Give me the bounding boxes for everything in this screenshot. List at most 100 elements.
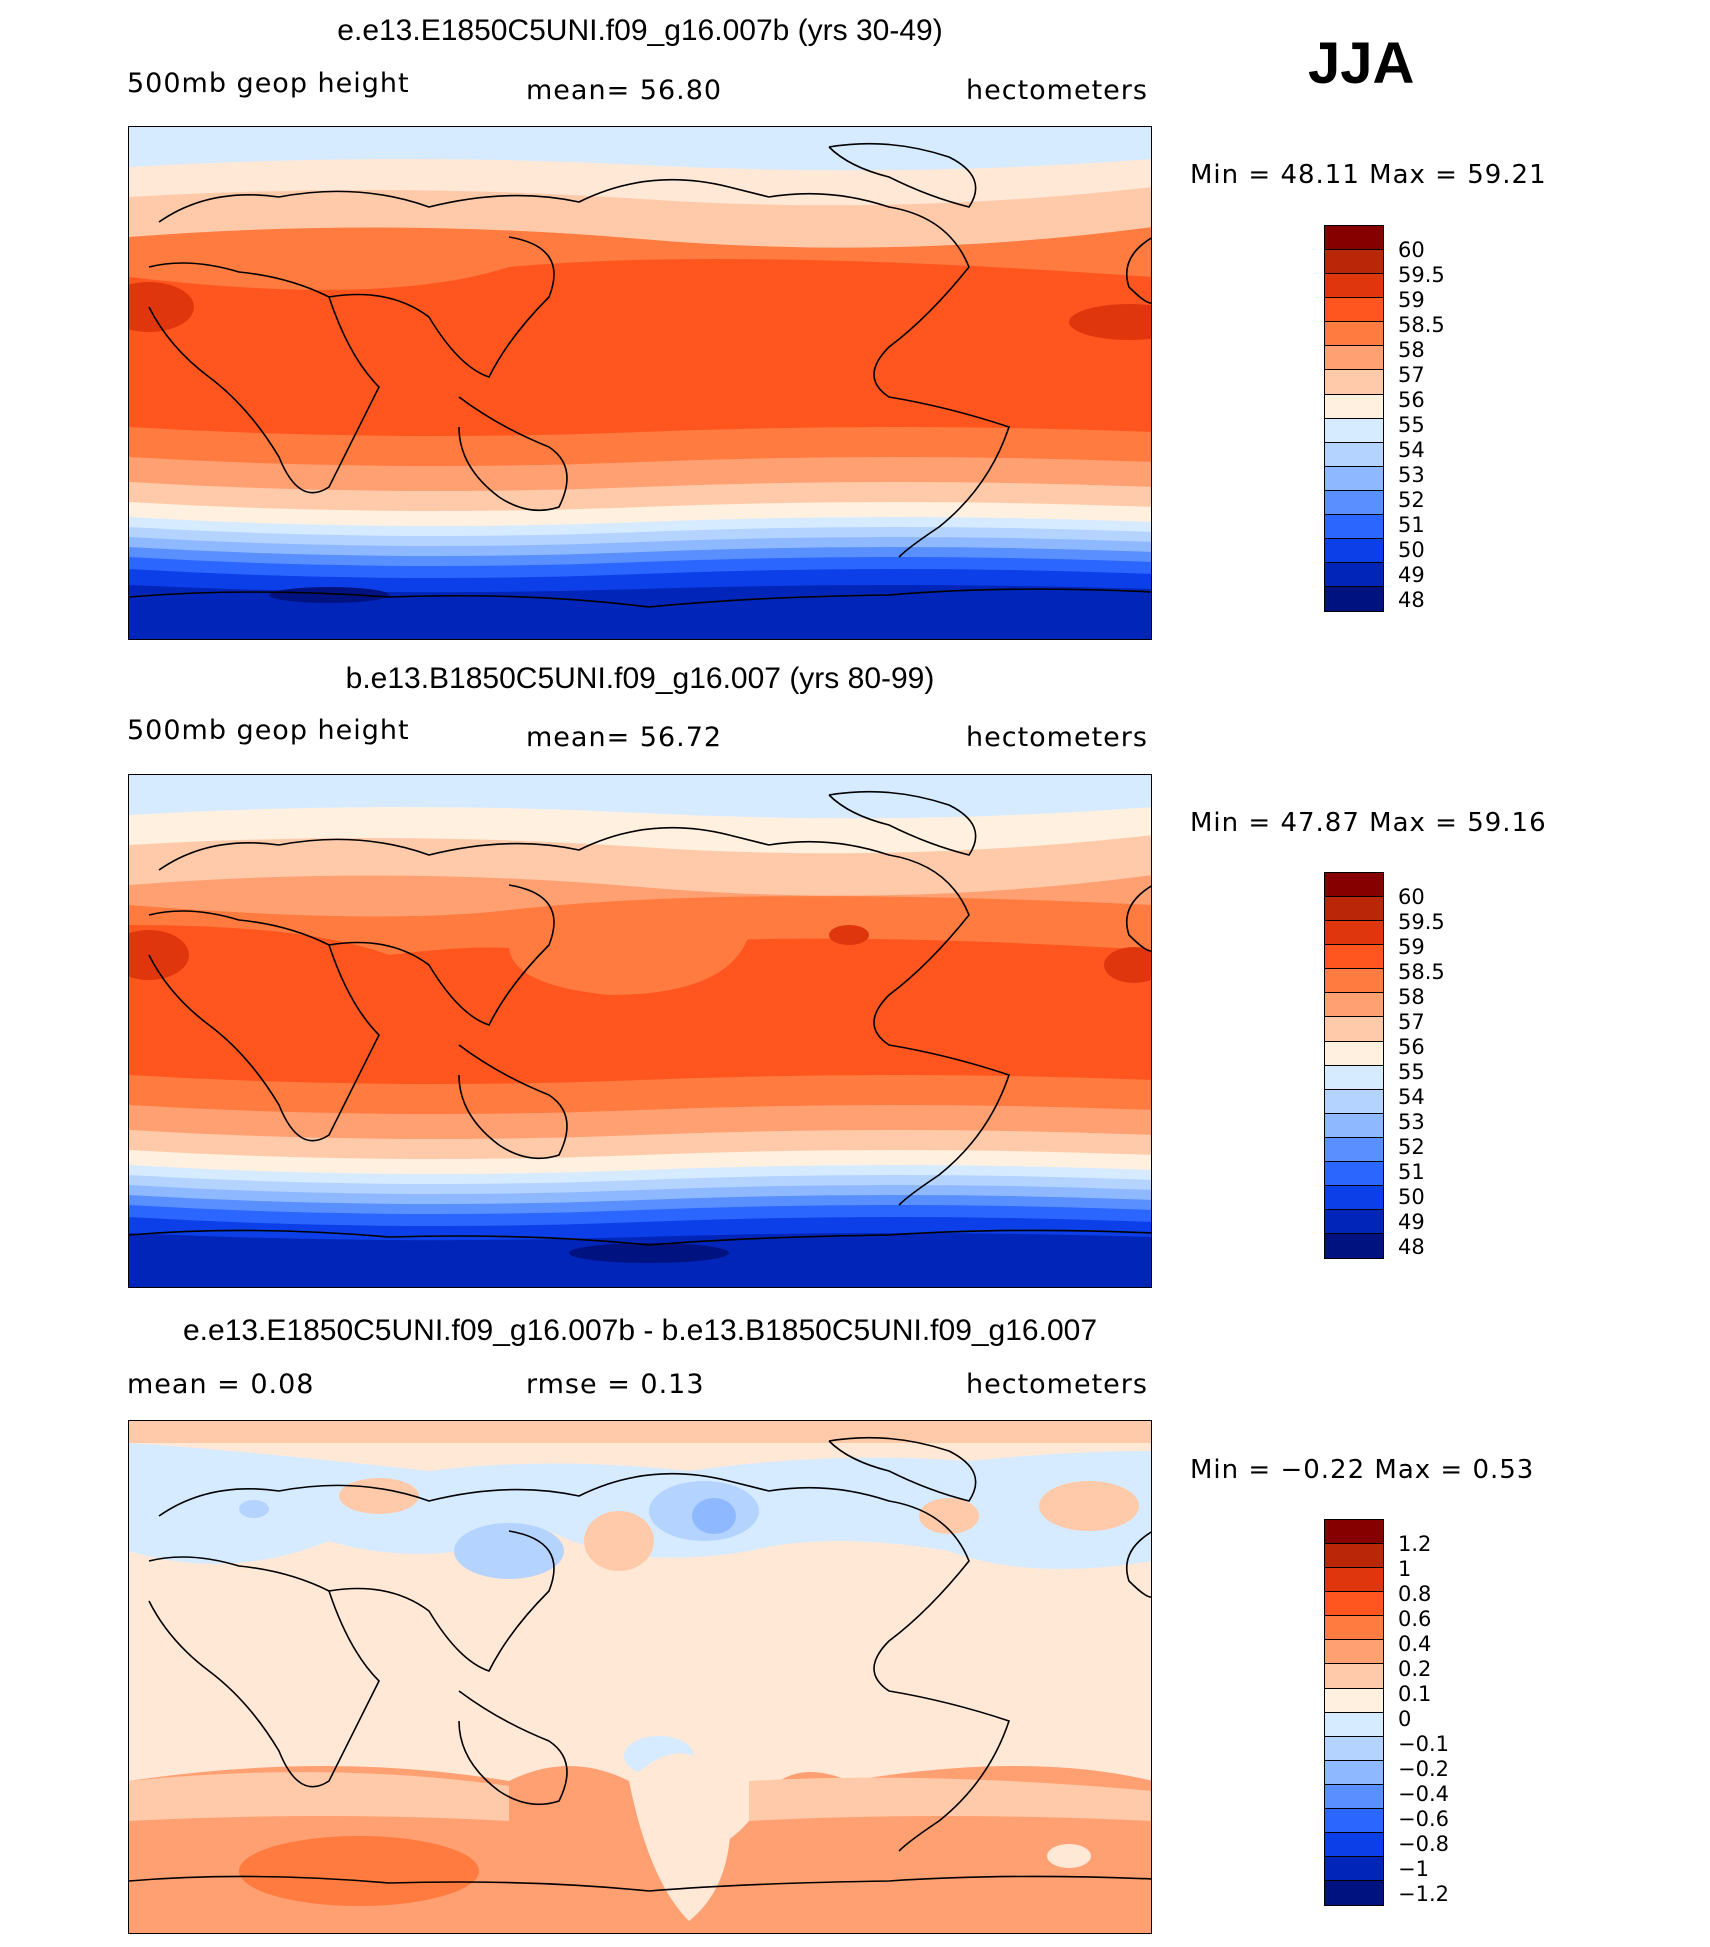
colorbar-bottom-cell-7 (1324, 1687, 1384, 1713)
colorbar-bottom-cell-11 (1324, 1784, 1384, 1810)
colorbar-bottom-label: 0 (1398, 1707, 1412, 1731)
colorbar-bottom-label: 1 (1398, 1557, 1412, 1581)
panel-middle-title: b.e13.B1850C5UNI.f09_g16.007 (yrs 80-99) (345, 662, 935, 695)
colorbar-top-label: 53 (1398, 463, 1425, 487)
colorbar-middle-label: 55 (1398, 1060, 1425, 1084)
colorbar-middle-label: 59 (1398, 935, 1425, 959)
colorbar-bottom-cell-13 (1324, 1832, 1384, 1858)
colorbar-bottom-cell-14 (1324, 1856, 1384, 1882)
map-middle-field (129, 775, 1151, 1287)
colorbar-middle-label: 51 (1398, 1160, 1425, 1184)
colorbar-middle-cell-6 (1324, 1016, 1384, 1042)
map-bottom (128, 1420, 1152, 1934)
colorbar-middle-label: 54 (1398, 1085, 1425, 1109)
colorbar-middle-cell-5 (1324, 992, 1384, 1018)
panel-middle-minmax: Min = 47.87 Max = 59.16 (1190, 808, 1547, 838)
colorbar-bottom-cell-4 (1324, 1615, 1384, 1641)
colorbar-bottom-label: 0.4 (1398, 1632, 1432, 1656)
panel-bottom-rmse: rmse = 0.13 (526, 1369, 705, 1400)
colorbar-middle-cell-4 (1324, 968, 1384, 994)
panel-middle-mean: mean= 56.72 (526, 722, 723, 753)
map-top-field (129, 127, 1151, 639)
colorbar-middle-label: 49 (1398, 1210, 1425, 1234)
colorbar-top-label: 49 (1398, 563, 1425, 587)
map-top (128, 126, 1152, 640)
colorbar-middle-cell-9 (1324, 1088, 1384, 1115)
colorbar-top-label: 59.5 (1398, 263, 1445, 287)
colorbar-bottom-label: −1 (1398, 1857, 1429, 1881)
colorbar-top-cell-9 (1324, 441, 1384, 468)
colorbar-middle-label: 50 (1398, 1185, 1425, 1209)
colorbar-bottom-cell-2 (1324, 1567, 1384, 1593)
colorbar-middle-label: 59.5 (1398, 910, 1445, 934)
panel-top-minmax: Min = 48.11 Max = 59.21 (1190, 160, 1547, 190)
colorbar-middle-cell-10 (1324, 1112, 1384, 1139)
colorbar-middle-label: 57 (1398, 1010, 1425, 1034)
panel-bottom-units: hectometers (966, 1369, 1148, 1400)
colorbar-top-label: 58.5 (1398, 313, 1445, 337)
colorbar-bottom-label: −1.2 (1398, 1882, 1449, 1906)
colorbar-bottom-label: 0.8 (1398, 1582, 1432, 1606)
colorbar-top-label: 48 (1398, 588, 1425, 612)
colorbar-middle-cell-7 (1324, 1040, 1384, 1066)
colorbar-middle-cell-15 (1324, 1233, 1384, 1259)
colorbar-top-cell-4 (1324, 321, 1384, 347)
colorbar-bottom-cell-9 (1324, 1735, 1384, 1762)
colorbar-top-label: 58 (1398, 338, 1425, 362)
colorbar-middle-cell-8 (1324, 1064, 1384, 1090)
colorbar-middle-cell-14 (1324, 1209, 1384, 1235)
panel-bottom-minmax: Min = −0.22 Max = 0.53 (1190, 1455, 1535, 1485)
panel-top-variable: 500mb geop height (127, 68, 410, 99)
colorbar-middle-cell-0 (1324, 871, 1384, 898)
map-middle (128, 774, 1152, 1288)
panel-top-units: hectometers (966, 75, 1148, 106)
colorbar-middle-label: 58.5 (1398, 960, 1445, 984)
colorbar-middle-label: 48 (1398, 1235, 1425, 1259)
colorbar-bottom-label: 0.1 (1398, 1682, 1432, 1706)
colorbar-top-cell-15 (1324, 586, 1384, 612)
colorbar-bottom-cell-1 (1324, 1542, 1384, 1569)
colorbar-top-label: 50 (1398, 538, 1425, 562)
colorbar-bottom-cell-8 (1324, 1711, 1384, 1737)
colorbar-middle-label: 52 (1398, 1135, 1425, 1159)
colorbar-middle-cell-12 (1324, 1161, 1384, 1187)
panel-bottom-mean: mean = 0.08 (127, 1369, 315, 1400)
colorbar-middle-cell-3 (1324, 944, 1384, 970)
colorbar-bottom-label: 0.6 (1398, 1607, 1432, 1631)
colorbar-bottom-cell-6 (1324, 1663, 1384, 1689)
colorbar-top-cell-11 (1324, 490, 1384, 516)
colorbar-top-cell-5 (1324, 345, 1384, 371)
colorbar-top-label: 60 (1398, 238, 1425, 262)
colorbar-top-label: 57 (1398, 363, 1425, 387)
colorbar-top-label: 51 (1398, 513, 1425, 537)
colorbar-top-cell-1 (1324, 248, 1384, 275)
colorbar-top-cell-10 (1324, 465, 1384, 492)
colorbar-bottom-cell-15 (1324, 1880, 1384, 1906)
colorbar-middle-label: 58 (1398, 985, 1425, 1009)
colorbar-top-label: 54 (1398, 438, 1425, 462)
colorbar-top-cell-8 (1324, 417, 1384, 443)
colorbar-bottom-cell-10 (1324, 1759, 1384, 1786)
colorbar-top-label: 59 (1398, 288, 1425, 312)
colorbar-top-label: 55 (1398, 413, 1425, 437)
colorbar-bottom-cell-5 (1324, 1639, 1384, 1665)
colorbar-bottom-cell-0 (1324, 1518, 1384, 1545)
panel-bottom-title: e.e13.E1850C5UNI.f09_g16.007b - b.e13.B1… (182, 1314, 1098, 1347)
colorbar-bottom-label: −0.2 (1398, 1757, 1449, 1781)
colorbar-top-cell-14 (1324, 562, 1384, 588)
colorbar-middle-cell-1 (1324, 895, 1384, 922)
colorbar-top-label: 52 (1398, 488, 1425, 512)
panel-top-title: e.e13.E1850C5UNI.f09_g16.007b (yrs 30-49… (337, 14, 943, 47)
colorbar-middle-cell-2 (1324, 920, 1384, 946)
colorbar-bottom-label: −0.1 (1398, 1732, 1449, 1756)
colorbar-middle-label: 56 (1398, 1035, 1425, 1059)
colorbar-bottom-cell-12 (1324, 1808, 1384, 1834)
colorbar-top-cell-6 (1324, 369, 1384, 395)
colorbar-top-cell-2 (1324, 273, 1384, 299)
colorbar-top-cell-3 (1324, 297, 1384, 323)
colorbar-bottom-label: 1.2 (1398, 1532, 1432, 1556)
panel-middle-units: hectometers (966, 722, 1148, 753)
colorbar-middle-cell-13 (1324, 1185, 1384, 1211)
colorbar-top-label: 56 (1398, 388, 1425, 412)
colorbar-bottom-cell-3 (1324, 1591, 1384, 1617)
